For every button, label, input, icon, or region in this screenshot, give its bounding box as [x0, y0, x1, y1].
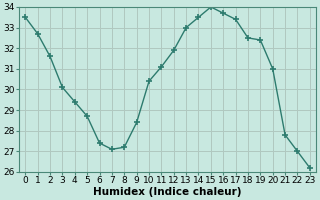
- X-axis label: Humidex (Indice chaleur): Humidex (Indice chaleur): [93, 187, 242, 197]
